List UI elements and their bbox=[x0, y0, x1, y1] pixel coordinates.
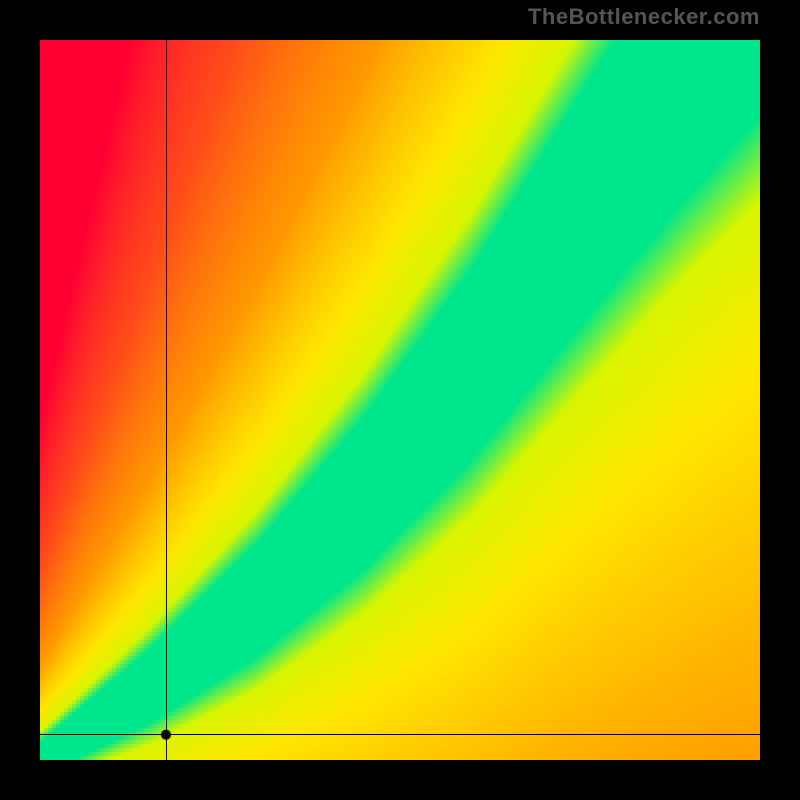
watermark-text: TheBottlenecker.com bbox=[528, 4, 760, 30]
crosshair-marker bbox=[40, 40, 760, 760]
heatmap-plot bbox=[40, 40, 760, 760]
crosshair-vertical bbox=[166, 40, 167, 760]
crosshair-horizontal bbox=[40, 734, 760, 735]
chart-frame: TheBottlenecker.com bbox=[0, 0, 800, 800]
